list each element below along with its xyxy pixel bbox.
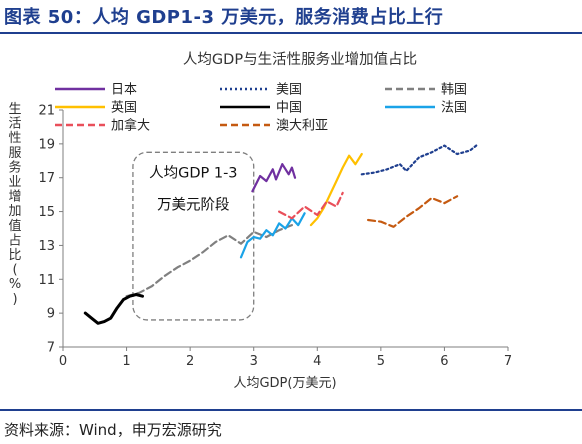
y-axis-label-char: ) [12, 292, 17, 307]
y-axis-label-char: 服 [8, 146, 21, 161]
legend-label: 美国 [276, 83, 302, 98]
legend-label: 韩国 [441, 83, 467, 98]
x-tick-label: 3 [250, 354, 258, 369]
x-tick-label: 4 [313, 354, 321, 369]
legend-label: 中国 [276, 101, 302, 116]
x-tick-label: 5 [377, 354, 385, 369]
y-axis-label-char: % [9, 277, 21, 292]
legend-label: 法国 [441, 101, 467, 116]
annotation-layer: 人均GDP 1-3 万美元阶段 [132, 151, 255, 321]
series-e4b8ade59bbd-line [83, 293, 144, 325]
y-axis-label-char: 值 [8, 218, 21, 234]
x-tick-label: 0 [59, 354, 67, 369]
y-axis-label-char: 活 [8, 117, 21, 132]
series-layer [83, 144, 478, 325]
series-e58aa0e68bbfe5a4a7-line [278, 191, 344, 220]
y-tick-label: 11 [38, 273, 55, 288]
y-tick-label: 13 [38, 239, 55, 254]
y-tick-label: 7 [47, 341, 55, 356]
x-tick-label: 7 [504, 354, 512, 369]
series-e697a5e69cac-line [251, 163, 297, 193]
y-axis-label-char: 占 [8, 233, 21, 248]
y-tick-label: 21 [38, 104, 55, 119]
figure-title: 图表 50：人均 GDP1-3 万美元，服务消费占比上行 [4, 7, 444, 28]
y-axis-label-char: 生 [8, 102, 21, 117]
footer-rule [0, 409, 582, 411]
series-e6beb3e5a4a7e588a9e4ba9a-line [367, 195, 459, 228]
legend-label: 日本 [111, 83, 137, 98]
x-tick-label: 6 [440, 354, 448, 369]
series-e99fa9e59bbd-line [125, 224, 293, 298]
y-tick-label: 15 [38, 205, 55, 220]
annotation-text: 万美元阶段 [157, 196, 230, 213]
legend-label: 加拿大 [111, 118, 150, 134]
y-axis-label: 生活性服务业增加值占比(%) [8, 102, 21, 307]
annotation-text: 人均GDP 1-3 [149, 164, 237, 181]
y-axis-label-char: 业 [8, 175, 21, 190]
y-tick-label: 17 [38, 171, 55, 186]
series-e6b395e59bbd-line [239, 212, 306, 259]
x-axis-label: 人均GDP(万美元) [233, 376, 336, 391]
y-axis-label-char: 性 [8, 131, 21, 146]
y-axis-label-char: 务 [8, 159, 21, 175]
y-axis-label-char: 加 [8, 204, 21, 219]
legend-label: 英国 [111, 101, 137, 116]
x-tick-label: 1 [122, 354, 130, 369]
y-tick-label: 19 [38, 137, 55, 152]
series-e7be8ee59bbd-line [360, 144, 478, 176]
chart-title: 人均GDP与生活性服务业增加值占比 [183, 51, 417, 68]
y-axis-label-char: ( [12, 263, 17, 278]
chart-axes: 0 1 2 3 4 5 6 7 7 9 11 13 15 17 19 21 [38, 104, 512, 370]
title-rule [0, 32, 582, 34]
legend-label: 澳大利亚 [276, 118, 328, 134]
source-note: 资料来源：Wind，申万宏源研究 [4, 421, 222, 439]
y-tick-label: 9 [47, 307, 55, 322]
series-e88bb1e59bbd-line [309, 152, 363, 227]
y-axis-label-char: 比 [8, 248, 21, 263]
x-tick-label: 2 [186, 354, 194, 369]
y-axis-label-char: 增 [8, 190, 21, 205]
